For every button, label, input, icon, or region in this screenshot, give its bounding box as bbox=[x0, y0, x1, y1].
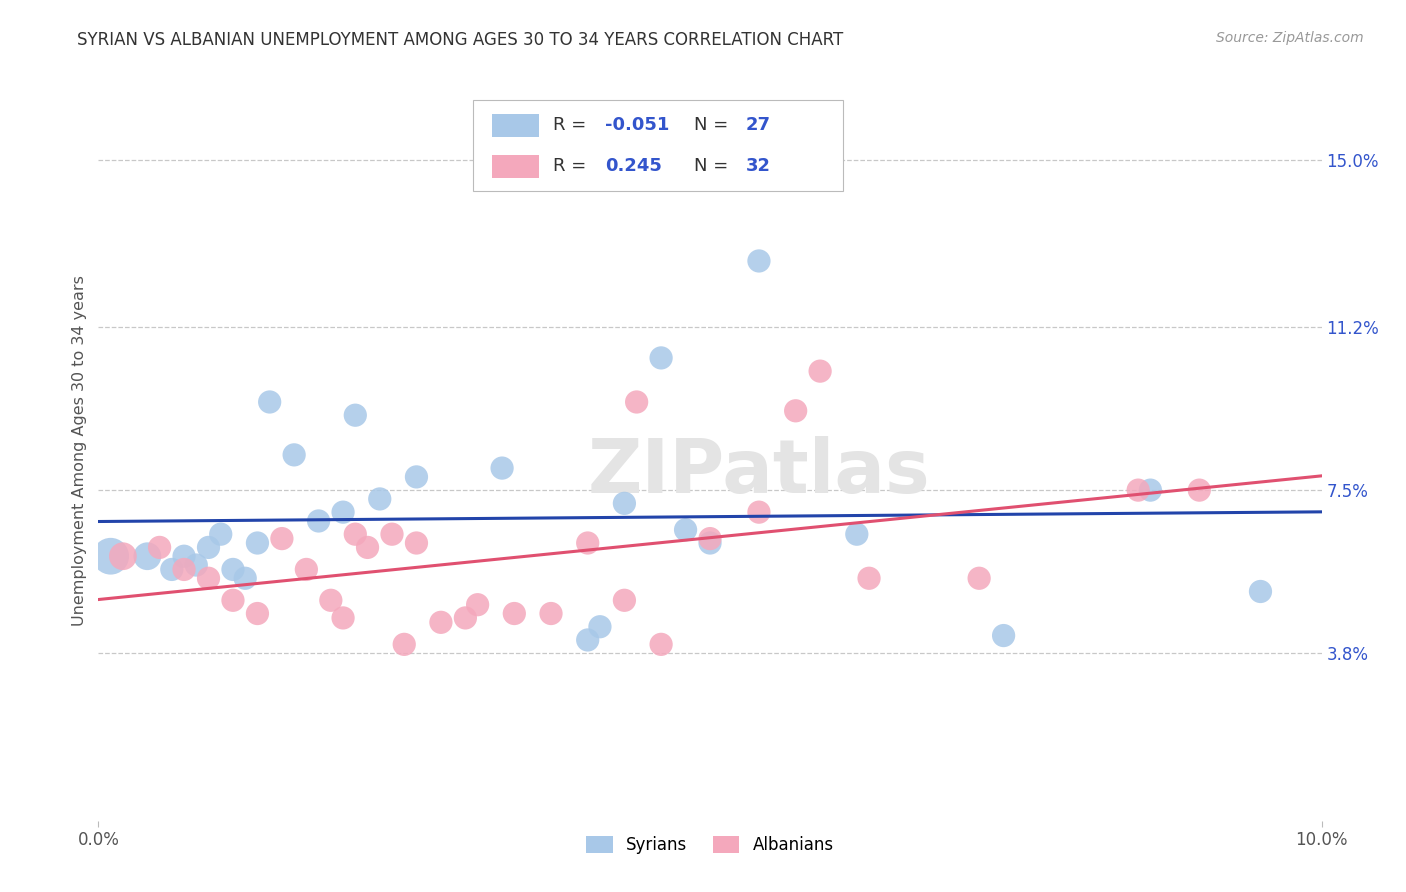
Text: N =: N = bbox=[695, 117, 734, 135]
Point bbox=[295, 562, 318, 576]
Point bbox=[576, 536, 599, 550]
FancyBboxPatch shape bbox=[472, 100, 844, 191]
Text: R =: R = bbox=[554, 157, 592, 176]
Point bbox=[332, 505, 354, 519]
Point bbox=[430, 615, 453, 630]
Point bbox=[467, 598, 489, 612]
Point bbox=[197, 541, 219, 555]
Point bbox=[392, 637, 416, 651]
Point bbox=[344, 408, 367, 422]
Point bbox=[197, 571, 219, 585]
Point bbox=[845, 527, 868, 541]
Point bbox=[613, 496, 636, 510]
Point bbox=[748, 505, 770, 519]
Point bbox=[173, 549, 195, 564]
Point bbox=[1139, 483, 1161, 497]
Point bbox=[319, 593, 342, 607]
Point bbox=[186, 558, 208, 572]
Point bbox=[246, 536, 269, 550]
Point bbox=[209, 527, 232, 541]
Point bbox=[344, 527, 367, 541]
Point bbox=[576, 632, 599, 647]
Point bbox=[222, 562, 245, 576]
Point bbox=[332, 611, 354, 625]
Point bbox=[675, 523, 697, 537]
Point bbox=[222, 593, 245, 607]
Text: N =: N = bbox=[695, 157, 734, 176]
Text: 32: 32 bbox=[745, 157, 770, 176]
Point bbox=[149, 541, 172, 555]
Point bbox=[283, 448, 305, 462]
Point bbox=[699, 532, 721, 546]
Text: -0.051: -0.051 bbox=[605, 117, 669, 135]
Point bbox=[613, 593, 636, 607]
Point bbox=[246, 607, 269, 621]
Point bbox=[136, 549, 159, 564]
Text: ZIPatlas: ZIPatlas bbox=[588, 436, 931, 509]
Text: Source: ZipAtlas.com: Source: ZipAtlas.com bbox=[1216, 31, 1364, 45]
Legend: Syrians, Albanians: Syrians, Albanians bbox=[579, 829, 841, 861]
Point bbox=[270, 532, 292, 546]
Point bbox=[1188, 483, 1211, 497]
FancyBboxPatch shape bbox=[492, 154, 538, 178]
Text: 27: 27 bbox=[745, 117, 770, 135]
Point bbox=[111, 549, 134, 564]
Point bbox=[503, 607, 526, 621]
Point bbox=[650, 637, 672, 651]
Point bbox=[626, 395, 648, 409]
Point bbox=[650, 351, 672, 365]
Point bbox=[173, 562, 195, 576]
Point bbox=[491, 461, 513, 475]
Point bbox=[381, 527, 404, 541]
Point bbox=[368, 491, 391, 506]
Text: 0.245: 0.245 bbox=[605, 157, 662, 176]
Point bbox=[405, 470, 427, 484]
Point bbox=[405, 536, 427, 550]
Point bbox=[308, 514, 330, 528]
Point bbox=[1249, 584, 1271, 599]
Point bbox=[748, 254, 770, 268]
Point bbox=[259, 395, 281, 409]
Point bbox=[967, 571, 990, 585]
Point bbox=[540, 607, 562, 621]
Point bbox=[993, 628, 1015, 642]
Point bbox=[589, 620, 612, 634]
Point bbox=[100, 549, 122, 564]
Text: SYRIAN VS ALBANIAN UNEMPLOYMENT AMONG AGES 30 TO 34 YEARS CORRELATION CHART: SYRIAN VS ALBANIAN UNEMPLOYMENT AMONG AG… bbox=[77, 31, 844, 49]
Point bbox=[858, 571, 880, 585]
Y-axis label: Unemployment Among Ages 30 to 34 years: Unemployment Among Ages 30 to 34 years bbox=[72, 275, 87, 626]
Point bbox=[808, 364, 831, 378]
Point bbox=[160, 562, 183, 576]
FancyBboxPatch shape bbox=[492, 113, 538, 137]
Point bbox=[356, 541, 378, 555]
Point bbox=[1128, 483, 1150, 497]
Point bbox=[785, 404, 807, 418]
Point bbox=[699, 536, 721, 550]
Point bbox=[233, 571, 256, 585]
Point bbox=[454, 611, 477, 625]
Text: R =: R = bbox=[554, 117, 592, 135]
